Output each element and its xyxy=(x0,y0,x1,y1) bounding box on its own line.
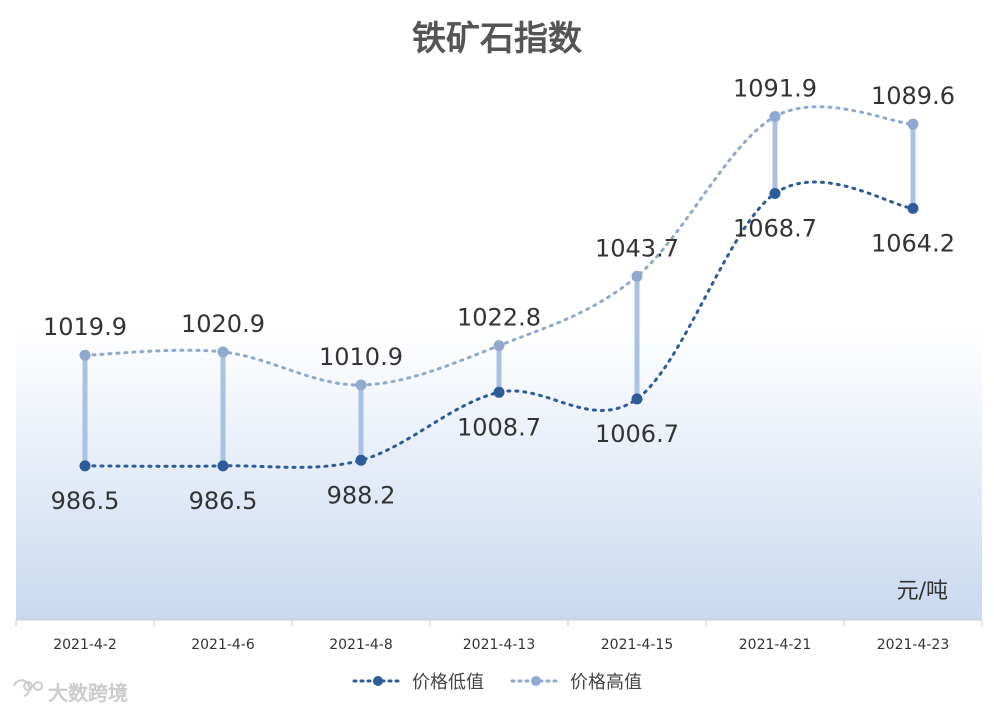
marker-high xyxy=(907,118,919,130)
legend-label-high: 价格高值 xyxy=(570,672,642,693)
chart-title: 铁矿石指数 xyxy=(412,19,582,59)
data-label-high: 1043.7 xyxy=(595,234,679,262)
marker-high xyxy=(769,111,781,123)
data-label-high: 1022.8 xyxy=(457,304,541,332)
series-markers xyxy=(79,111,919,472)
marker-high xyxy=(355,379,367,391)
data-labels: 1019.9 1020.9 1010.9 1022.8 1043.7 1091.9 1089… xyxy=(43,75,955,515)
x-tick-label: 2021-4-2 xyxy=(53,637,117,653)
x-tick-label: 2021-4-8 xyxy=(329,637,393,653)
marker-low xyxy=(79,460,91,472)
legend: 价格低值 价格高值 xyxy=(352,672,642,693)
legend-item-high: 价格高值 xyxy=(510,672,642,693)
legend-marker-low xyxy=(373,676,383,686)
data-label-low: 988.2 xyxy=(327,481,396,509)
x-tick-label: 2021-4-23 xyxy=(877,637,949,653)
data-label-low: 986.5 xyxy=(51,487,120,515)
marker-low xyxy=(493,386,505,398)
marker-high xyxy=(493,340,505,352)
marker-high xyxy=(217,346,229,358)
high-low-lines xyxy=(82,116,916,466)
watermark-text: 大数跨境 xyxy=(48,681,128,705)
data-label-high: 1010.9 xyxy=(319,343,403,371)
watermark: 大数跨境 xyxy=(13,679,128,705)
legend-marker-high xyxy=(531,676,541,686)
data-label-high: 1091.9 xyxy=(733,75,817,103)
legend-item-low: 价格低值 xyxy=(352,672,484,693)
marker-low xyxy=(217,460,229,472)
data-label-low: 986.5 xyxy=(189,487,258,515)
marker-low xyxy=(355,454,367,466)
marker-low xyxy=(769,187,781,199)
data-label-low: 1064.2 xyxy=(871,229,955,257)
x-tick-label: 2021-4-21 xyxy=(739,637,811,653)
marker-high xyxy=(79,349,91,361)
watermark-logo-icon xyxy=(13,679,43,697)
x-tick-label: 2021-4-6 xyxy=(191,637,255,653)
marker-low xyxy=(907,202,919,214)
data-label-low: 1068.7 xyxy=(733,214,817,242)
marker-high xyxy=(631,270,643,282)
marker-low xyxy=(631,393,643,405)
data-label-high: 1020.9 xyxy=(181,310,265,338)
data-label-low: 1008.7 xyxy=(457,413,541,441)
legend-label-low: 价格低值 xyxy=(412,672,484,693)
x-tick-label: 2021-4-13 xyxy=(463,637,535,653)
x-axis-labels: 2021-4-2 2021-4-6 2021-4-8 2021-4-13 2021-4-… xyxy=(53,637,949,653)
unit-label: 元/吨 xyxy=(897,579,948,604)
data-label-high: 1089.6 xyxy=(871,82,955,110)
data-label-high: 1019.9 xyxy=(43,313,127,341)
x-axis-ticks xyxy=(15,620,983,626)
data-label-low: 1006.7 xyxy=(595,420,679,448)
x-tick-label: 2021-4-15 xyxy=(601,637,673,653)
